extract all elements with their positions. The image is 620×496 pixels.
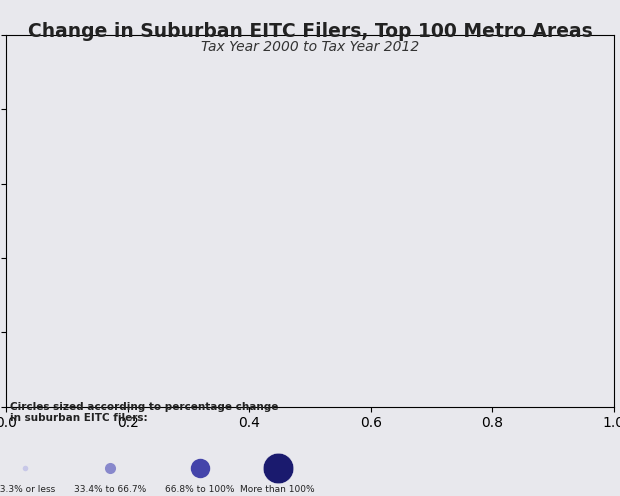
Text: 33.4% to 66.7%: 33.4% to 66.7% xyxy=(74,485,146,494)
Text: Tax Year 2000 to Tax Year 2012: Tax Year 2000 to Tax Year 2012 xyxy=(201,40,419,54)
Text: Circles sized according to percentage change
in suburban EITC filers:: Circles sized according to percentage ch… xyxy=(10,402,278,424)
Text: 66.8% to 100%: 66.8% to 100% xyxy=(165,485,234,494)
Text: Change in Suburban EITC Filers, Top 100 Metro Areas: Change in Suburban EITC Filers, Top 100 … xyxy=(28,22,592,41)
Text: 33.3% or less: 33.3% or less xyxy=(0,485,55,494)
Text: More than 100%: More than 100% xyxy=(241,485,315,494)
